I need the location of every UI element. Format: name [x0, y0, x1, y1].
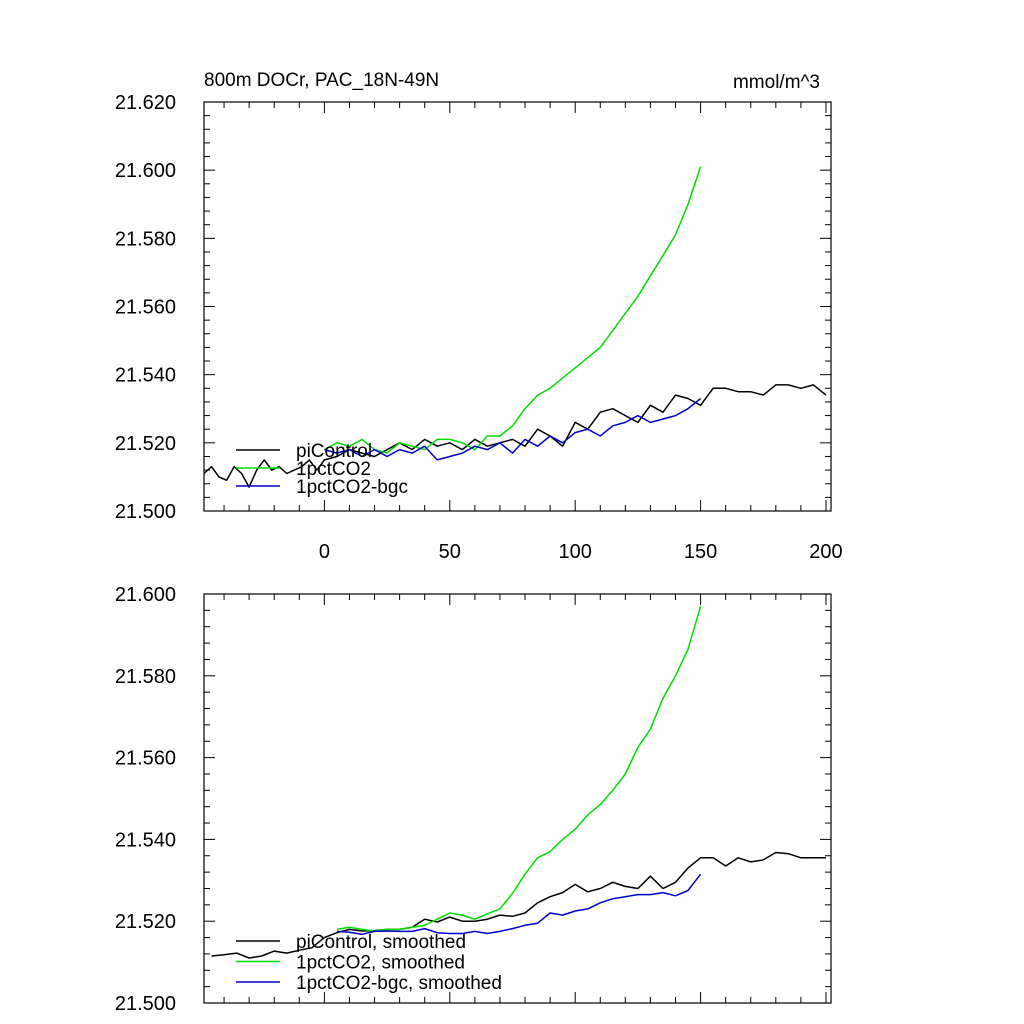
- x-tick-label: 200: [809, 541, 842, 563]
- x-tick-label: 50: [439, 541, 461, 563]
- chart-title: 800m DOCr, PAC_18N-49N: [204, 70, 439, 91]
- plot-frame: [203, 593, 832, 1004]
- y-tick-label: 21.600: [115, 584, 176, 606]
- y-tick-label: 21.560: [115, 297, 176, 319]
- legend-label: piControl, smoothed: [296, 932, 466, 953]
- series-line-0: [211, 851, 826, 959]
- y-tick-label: 21.580: [115, 666, 176, 688]
- y-tick-label: 21.500: [115, 501, 176, 523]
- series-line-1: [336, 606, 702, 932]
- x-tick-label: 150: [684, 541, 717, 563]
- legend-label: 1pctCO2, smoothed: [296, 953, 465, 974]
- units-label: mmol/m^3: [733, 72, 820, 93]
- x-tick-label: 100: [558, 541, 591, 563]
- y-tick-label: 21.520: [115, 911, 176, 933]
- y-tick-label: 21.520: [115, 433, 176, 455]
- legend-label: 1pctCO2: [296, 459, 371, 480]
- series-line-0: [203, 384, 827, 488]
- y-tick-label: 21.600: [115, 160, 176, 182]
- legend-label: piControl: [296, 441, 372, 462]
- y-tick-label: 21.560: [115, 748, 176, 770]
- legend-label: 1pctCO2-bgc, smoothed: [296, 973, 502, 994]
- series-line-2: [336, 873, 702, 936]
- series-line-1: [324, 166, 702, 454]
- top-chart-panel: 21.500 21.520 21.540 21.560 21.580 21.600 21.6…: [115, 70, 843, 563]
- y-tick-label: 21.540: [115, 829, 176, 851]
- y-tick-label: 21.580: [115, 228, 176, 250]
- y-tick-label: 21.620: [115, 92, 176, 114]
- y-tick-label: 21.500: [115, 993, 176, 1015]
- x-tick-label: 0: [319, 541, 330, 563]
- y-tick-label: 21.540: [115, 365, 176, 387]
- bottom-chart-panel: 21.500 21.520 21.540 21.560 21.580 21.600 piCo…: [115, 584, 832, 1015]
- legend-label: 1pctCO2-bgc: [296, 477, 408, 498]
- series-line-2: [324, 397, 702, 461]
